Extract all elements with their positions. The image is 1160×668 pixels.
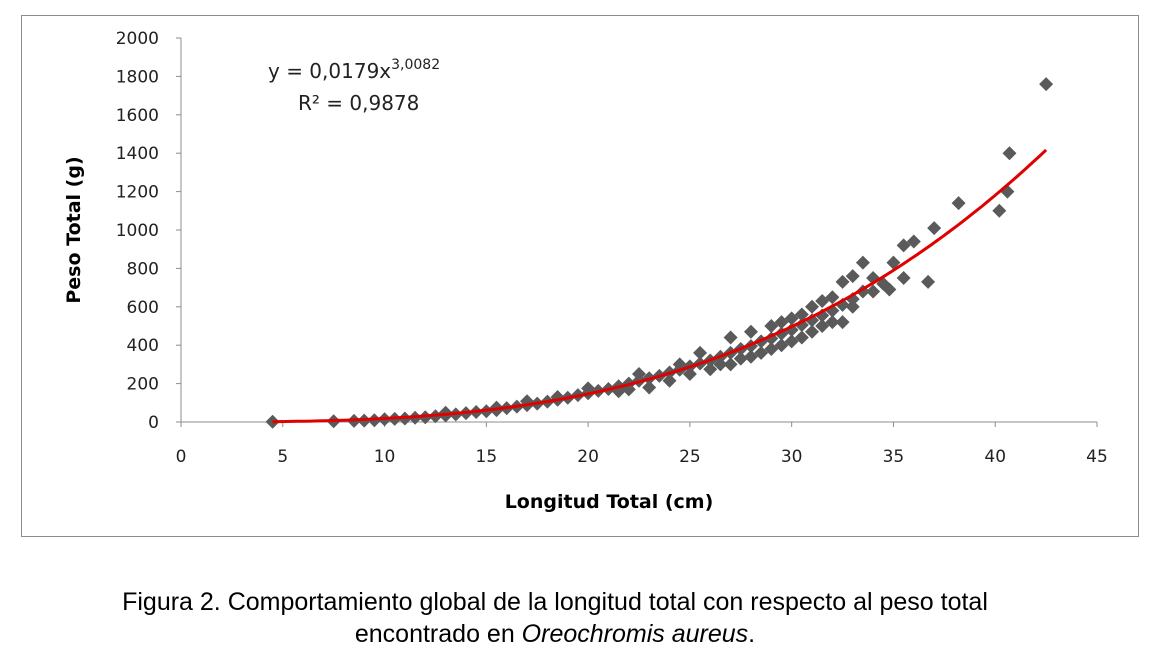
y-ticks: 0 200 400 600 800 1000 1200 1400 1600 1800 2000 xyxy=(116,29,181,433)
data-point xyxy=(774,315,789,330)
data-point xyxy=(886,255,901,270)
x-tick-label: 5 xyxy=(277,447,288,467)
caption-line-2: encontrado en Oreochromis aureus. xyxy=(0,618,1110,650)
y-tick-label: 600 xyxy=(127,298,159,318)
data-point xyxy=(794,307,809,322)
data-point xyxy=(794,330,809,345)
x-tick-label: 15 xyxy=(476,447,498,467)
data-point xyxy=(713,357,728,372)
data-point xyxy=(866,284,881,299)
data-point xyxy=(906,234,921,249)
data-point xyxy=(754,345,769,360)
y-tick-label: 200 xyxy=(127,375,159,395)
data-point xyxy=(703,362,718,377)
y-tick-label: 1200 xyxy=(116,183,159,203)
y-tick-label: 2000 xyxy=(116,29,159,49)
data-point xyxy=(733,351,748,366)
data-point xyxy=(805,313,820,328)
data-point xyxy=(764,342,779,357)
caption-line-2-suffix: . xyxy=(748,620,756,648)
data-point xyxy=(927,221,942,236)
caption-species: Oreochromis aureus xyxy=(521,620,749,648)
x-tick-label: 0 xyxy=(176,447,187,467)
data-point xyxy=(723,357,738,372)
x-tick-label: 10 xyxy=(374,447,396,467)
caption-line-2-prefix: encontrado en xyxy=(354,620,522,648)
data-point xyxy=(632,367,646,381)
r-squared: R² = 0,9878 xyxy=(298,91,419,115)
x-tick-label: 45 xyxy=(1086,447,1108,467)
data-point xyxy=(1039,77,1054,92)
trendline-equation: y = 0,0179x3,0082 xyxy=(268,57,440,83)
y-tick-label: 800 xyxy=(127,259,159,279)
chart-frame: 0 200 400 600 800 1000 1200 1400 1600 1800 2000 0 5… xyxy=(21,15,1139,537)
scatter-chart: 0 200 400 600 800 1000 1200 1400 1600 1800 2000 0 5… xyxy=(63,29,1108,513)
equation-base: y = 0,0179x xyxy=(268,59,391,83)
data-point xyxy=(774,338,789,353)
y-tick-label: 1800 xyxy=(116,67,159,87)
y-tick-label: 1600 xyxy=(116,106,159,126)
y-tick-label: 1400 xyxy=(116,144,159,164)
data-point xyxy=(825,290,840,305)
data-point xyxy=(855,255,870,270)
y-tick-label: 400 xyxy=(127,336,159,356)
data-point xyxy=(723,330,738,345)
equation-exponent: 3,0082 xyxy=(391,57,440,73)
figure-caption: Figura 2. Comportamiento global de la lo… xyxy=(0,586,1110,650)
data-point xyxy=(845,299,860,314)
x-tick-label: 20 xyxy=(577,447,599,467)
data-point xyxy=(992,203,1007,218)
x-tick-label: 35 xyxy=(883,447,905,467)
y-tick-label: 0 xyxy=(148,413,159,433)
caption-line-1: Figura 2. Comportamiento global de la lo… xyxy=(122,588,988,616)
data-point xyxy=(743,349,758,364)
data-point xyxy=(642,380,657,395)
data-point xyxy=(896,271,911,285)
data-point xyxy=(951,196,966,211)
data-point xyxy=(835,274,850,289)
data-point xyxy=(438,405,453,420)
data-point xyxy=(835,315,850,330)
data-point xyxy=(1002,146,1017,161)
data-point xyxy=(784,334,799,349)
data-point xyxy=(743,324,758,339)
data-point xyxy=(882,282,897,297)
data-point xyxy=(662,373,677,388)
y-tick-label: 1000 xyxy=(116,221,159,241)
data-point xyxy=(825,315,840,330)
x-ticks: 0 5 10 15 20 25 30 35 40 45 xyxy=(176,422,1108,467)
data-point xyxy=(764,319,779,333)
data-point xyxy=(921,274,936,289)
data-point xyxy=(265,414,280,429)
trendline xyxy=(272,148,1048,424)
data-point xyxy=(784,311,799,326)
data-point xyxy=(805,299,820,314)
data-point xyxy=(896,238,911,253)
x-tick-label: 40 xyxy=(984,447,1006,467)
data-point xyxy=(693,345,708,360)
x-axis-title: Longitud Total (cm) xyxy=(505,491,714,513)
y-axis-title: Peso Total (g) xyxy=(63,156,85,303)
x-tick-label: 25 xyxy=(679,447,701,467)
data-point xyxy=(815,294,830,309)
data-point xyxy=(845,269,860,284)
data-point xyxy=(815,319,830,333)
x-tick-label: 30 xyxy=(781,447,803,467)
data-point xyxy=(682,367,697,381)
data-point xyxy=(805,324,820,339)
